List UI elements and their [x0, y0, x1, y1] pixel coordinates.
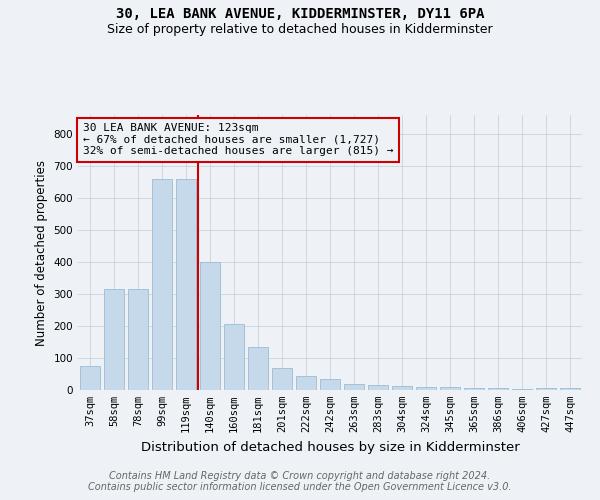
- X-axis label: Distribution of detached houses by size in Kidderminster: Distribution of detached houses by size …: [140, 440, 520, 454]
- Bar: [512, 389, 532, 390]
- Bar: [152, 179, 172, 390]
- Bar: [176, 179, 196, 390]
- Bar: [272, 368, 292, 390]
- Bar: [560, 388, 580, 390]
- Text: 30 LEA BANK AVENUE: 123sqm
← 67% of detached houses are smaller (1,727)
32% of s: 30 LEA BANK AVENUE: 123sqm ← 67% of deta…: [83, 123, 394, 156]
- Bar: [224, 324, 244, 390]
- Bar: [392, 386, 412, 390]
- Bar: [344, 384, 364, 390]
- Bar: [104, 290, 124, 390]
- Y-axis label: Number of detached properties: Number of detached properties: [35, 160, 48, 346]
- Bar: [416, 388, 436, 390]
- Bar: [536, 388, 556, 390]
- Bar: [80, 366, 100, 390]
- Bar: [440, 388, 460, 390]
- Text: 30, LEA BANK AVENUE, KIDDERMINSTER, DY11 6PA: 30, LEA BANK AVENUE, KIDDERMINSTER, DY11…: [116, 8, 484, 22]
- Bar: [464, 388, 484, 390]
- Bar: [128, 290, 148, 390]
- Bar: [368, 385, 388, 390]
- Bar: [248, 347, 268, 390]
- Bar: [200, 262, 220, 390]
- Text: Contains HM Land Registry data © Crown copyright and database right 2024.
Contai: Contains HM Land Registry data © Crown c…: [88, 471, 512, 492]
- Bar: [320, 379, 340, 390]
- Text: Size of property relative to detached houses in Kidderminster: Size of property relative to detached ho…: [107, 22, 493, 36]
- Bar: [296, 376, 316, 390]
- Bar: [488, 388, 508, 390]
